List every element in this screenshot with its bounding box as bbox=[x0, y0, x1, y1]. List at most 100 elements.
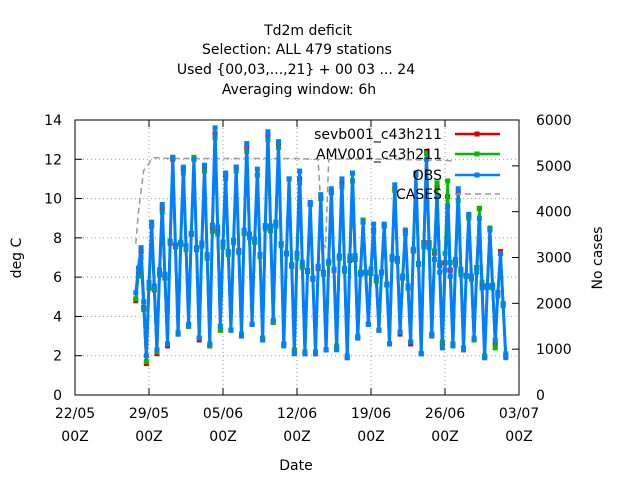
chart-title-line-1: Td2m deficit bbox=[263, 23, 352, 39]
y-tick-label: 14 bbox=[44, 113, 62, 129]
y-tick-label: 0 bbox=[53, 388, 62, 404]
data-point bbox=[405, 283, 411, 289]
data-point bbox=[305, 268, 311, 274]
cases-series-line bbox=[135, 156, 456, 249]
y2-tick-label: 5000 bbox=[536, 159, 572, 175]
data-point bbox=[400, 273, 406, 279]
data-point bbox=[476, 215, 482, 221]
y2-tick-label: 1000 bbox=[536, 342, 572, 358]
data-point bbox=[289, 263, 295, 269]
data-point bbox=[500, 303, 506, 309]
data-point bbox=[178, 239, 184, 245]
y-tick-label: 10 bbox=[44, 192, 62, 208]
y-tick-label: 12 bbox=[44, 152, 62, 168]
data-point bbox=[336, 253, 342, 259]
data-point bbox=[410, 246, 416, 252]
data-point bbox=[162, 271, 168, 277]
data-point bbox=[397, 329, 403, 335]
data-point bbox=[474, 269, 480, 275]
data-point bbox=[495, 289, 501, 295]
data-point bbox=[350, 170, 355, 176]
data-point bbox=[418, 351, 424, 357]
data-point bbox=[331, 266, 337, 272]
data-point bbox=[450, 343, 456, 349]
data-point bbox=[151, 283, 157, 289]
data-point bbox=[498, 251, 503, 257]
data-point bbox=[215, 224, 221, 230]
data-point bbox=[302, 351, 308, 357]
data-point bbox=[165, 341, 170, 347]
data-point bbox=[199, 240, 205, 246]
data-point bbox=[202, 162, 207, 168]
x-tick-label: 00Z bbox=[431, 429, 458, 445]
data-point bbox=[461, 347, 466, 353]
data-point bbox=[141, 299, 147, 305]
data-point bbox=[468, 273, 474, 279]
data-point bbox=[207, 341, 213, 347]
data-point bbox=[368, 266, 374, 272]
data-point bbox=[225, 249, 231, 255]
y-tick-label: 8 bbox=[53, 231, 62, 247]
data-point bbox=[276, 139, 281, 145]
legend-marker bbox=[474, 172, 480, 178]
data-point bbox=[439, 345, 445, 351]
plot-area bbox=[133, 125, 509, 367]
data-point bbox=[291, 351, 297, 357]
data-point bbox=[297, 168, 303, 174]
data-point bbox=[157, 267, 163, 273]
data-point bbox=[143, 353, 149, 359]
x-axis-label: Date bbox=[279, 458, 312, 474]
data-point bbox=[167, 238, 173, 244]
data-point bbox=[294, 250, 300, 256]
data-point bbox=[453, 256, 459, 262]
data-point bbox=[442, 267, 448, 273]
x-tick-label: 00Z bbox=[135, 429, 162, 445]
data-point bbox=[268, 223, 274, 229]
data-point bbox=[352, 253, 358, 259]
x-tick-label: 12/06 bbox=[277, 406, 317, 422]
data-point bbox=[392, 182, 398, 188]
y2-tick-label: 6000 bbox=[536, 113, 572, 129]
y2-tick-label: 3000 bbox=[536, 251, 572, 267]
data-point bbox=[381, 221, 387, 227]
y2-tick-label: 0 bbox=[536, 388, 545, 404]
data-point bbox=[379, 269, 385, 275]
data-point bbox=[194, 246, 200, 252]
data-point bbox=[476, 205, 482, 211]
x-tick-label: 22/05 bbox=[55, 406, 95, 422]
data-point bbox=[342, 265, 348, 271]
data-point bbox=[154, 347, 160, 353]
data-point bbox=[310, 275, 316, 281]
data-point bbox=[249, 321, 255, 327]
legend-label: CASES bbox=[396, 187, 442, 203]
y2-tick-label: 2000 bbox=[536, 296, 572, 312]
data-point bbox=[323, 347, 329, 353]
data-point bbox=[170, 154, 176, 160]
x-tick-label: 19/06 bbox=[351, 406, 391, 422]
data-point bbox=[363, 270, 369, 276]
data-point bbox=[146, 279, 152, 285]
chart-title-line-2: Selection: ALL 479 stations bbox=[202, 42, 392, 58]
data-point bbox=[246, 231, 252, 237]
data-point bbox=[262, 222, 268, 228]
data-point bbox=[344, 355, 350, 361]
data-point bbox=[204, 252, 210, 258]
legend-label: OBS bbox=[413, 168, 442, 184]
data-point bbox=[429, 333, 435, 339]
legend: sevb001_c43h211 AMV001_c43h211 OBS CASES bbox=[314, 127, 500, 203]
data-point bbox=[223, 170, 229, 176]
data-point bbox=[186, 321, 192, 327]
x-tick-label: 00Z bbox=[61, 429, 88, 445]
x-tick-label: 26/06 bbox=[425, 406, 465, 422]
data-point bbox=[376, 327, 382, 333]
data-point bbox=[408, 339, 414, 345]
data-point bbox=[307, 200, 313, 205]
legend-marker bbox=[474, 131, 480, 137]
data-point bbox=[384, 281, 390, 287]
data-point bbox=[434, 180, 440, 186]
data-point bbox=[347, 253, 353, 259]
data-point bbox=[212, 125, 218, 131]
data-point bbox=[424, 150, 429, 156]
data-point bbox=[159, 201, 165, 207]
data-point bbox=[371, 221, 377, 227]
